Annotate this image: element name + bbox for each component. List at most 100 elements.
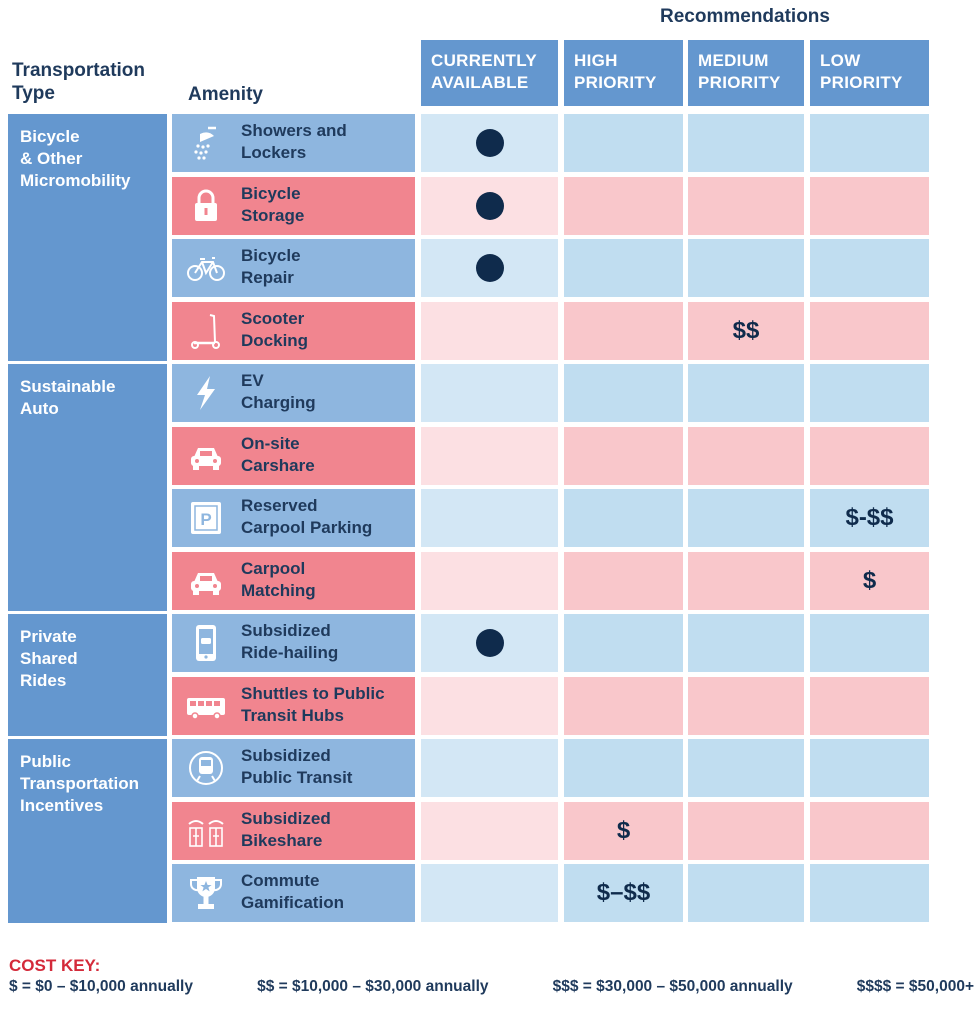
amenity-header: Amenity [188, 84, 263, 105]
high-priority-cell [564, 114, 683, 172]
high-priority-cell [564, 489, 683, 547]
medium-priority-cell [688, 552, 804, 610]
amenity-row: P Reserved Carpool Parking $-$$ [0, 489, 980, 547]
low-priority-cell [810, 864, 929, 922]
low-priority-cell [810, 302, 929, 360]
amenity-row: Carpool Matching $ [0, 552, 980, 610]
trophy-icon [186, 874, 226, 912]
medium-priority-cell [688, 239, 804, 297]
scooter-icon [186, 312, 226, 350]
available-dot [475, 629, 504, 657]
amenity-row: Shuttles to Public Transit Hubs [0, 677, 980, 735]
cost-key-item: $$$ = $30,000 – $50,000 annually [552, 978, 793, 995]
high-priority-cell [564, 739, 683, 797]
medium-priority-cell [688, 177, 804, 235]
amenity-label: Carpool Matching [241, 559, 316, 600]
amenity-cell: P Reserved Carpool Parking [172, 489, 415, 547]
amenity-label: Scooter Docking [241, 309, 309, 350]
medium-priority-cell [688, 739, 804, 797]
amenity-cell: Subsidized Public Transit [172, 739, 415, 797]
high-priority-header: HIGH PRIORITY [564, 40, 683, 106]
currently-available-cell [421, 552, 558, 610]
car-icon [186, 437, 226, 475]
available-dot [475, 129, 504, 157]
low-priority-cell [810, 614, 929, 672]
amenity-row: Showers and Lockers [0, 114, 980, 172]
amenity-row: Subsidized Bikeshare $ [0, 802, 980, 860]
cost-key-title: COST KEY: [9, 956, 101, 975]
medium-priority-cell [688, 427, 804, 485]
currently-available-cell [421, 177, 558, 235]
low-priority-cell: $ [810, 552, 929, 610]
medium-priority-cell: $$ [688, 302, 804, 360]
low-priority-cell: $-$$ [810, 489, 929, 547]
cost-key-item: $$$$ = $50,000+ [856, 978, 974, 995]
train-icon [186, 749, 226, 787]
bikeshare-icon [186, 812, 226, 850]
amenity-row: On-site Carshare [0, 427, 980, 485]
amenity-row: Commute Gamification $–$$ [0, 864, 980, 922]
currently-available-cell [421, 239, 558, 297]
cost-key-item: $ = $0 – $10,000 annually [9, 978, 193, 995]
amenity-cell: Subsidized Bikeshare [172, 802, 415, 860]
high-priority-cell [564, 364, 683, 422]
low-priority-cell [810, 677, 929, 735]
high-priority-cell: $ [564, 802, 683, 860]
bicycle-icon [186, 249, 226, 287]
amenity-cell: Bicycle Repair [172, 239, 415, 297]
amenity-row: Subsidized Public Transit [0, 739, 980, 797]
amenity-label: Reserved Carpool Parking [241, 496, 373, 537]
parking-icon: P [186, 499, 226, 537]
available-dot [475, 192, 504, 220]
currently-available-header: CURRENTLY AVAILABLE [421, 40, 558, 106]
amenity-label: Subsidized Public Transit [241, 746, 353, 787]
amenity-cell: On-site Carshare [172, 427, 415, 485]
high-priority-cell [564, 677, 683, 735]
currently-available-cell [421, 302, 558, 360]
low-priority-cell [810, 177, 929, 235]
currently-available-cell [421, 364, 558, 422]
low-priority-header: LOW PRIORITY [810, 40, 929, 106]
lock-icon [186, 187, 226, 225]
recommendations-title: Recommendations [660, 6, 830, 27]
amenity-row: Scooter Docking $$ [0, 302, 980, 360]
currently-available-cell [421, 864, 558, 922]
high-priority-cell [564, 177, 683, 235]
available-dot [475, 254, 504, 282]
cost-value: $ [862, 567, 877, 594]
cost-key: $ = $0 – $10,000 annually $$ = $10,000 –… [9, 978, 974, 996]
svg-text:P: P [200, 510, 211, 529]
amenity-cell: Subsidized Ride-hailing [172, 614, 415, 672]
amenity-cell: Bicycle Storage [172, 177, 415, 235]
amenity-cell: Carpool Matching [172, 552, 415, 610]
medium-priority-cell [688, 677, 804, 735]
currently-available-cell [421, 614, 558, 672]
type-public-transportation-incentives: Public Transportation Incentives [8, 739, 167, 923]
high-priority-cell [564, 302, 683, 360]
amenity-label: On-site Carshare [241, 434, 315, 475]
low-priority-cell [810, 739, 929, 797]
high-priority-cell [564, 239, 683, 297]
amenity-cell: Showers and Lockers [172, 114, 415, 172]
cost-key-item: $$ = $10,000 – $30,000 annually [257, 978, 489, 995]
medium-priority-cell [688, 114, 804, 172]
type-bicycle-micromobility: Bicycle & Other Micromobility [8, 114, 167, 361]
currently-available-cell [421, 427, 558, 485]
low-priority-cell [810, 114, 929, 172]
low-priority-cell [810, 427, 929, 485]
lightning-icon [186, 374, 226, 412]
amenity-label: Bicycle Storage [241, 184, 305, 225]
phone-car-icon [186, 624, 226, 662]
amenity-cell: EV Charging [172, 364, 415, 422]
high-priority-cell: $–$$ [564, 864, 683, 922]
medium-priority-cell [688, 489, 804, 547]
amenity-row: Subsidized Ride-hailing [0, 614, 980, 672]
cost-value: $-$$ [845, 504, 894, 531]
amenity-row: EV Charging [0, 364, 980, 422]
high-priority-cell [564, 552, 683, 610]
bus-icon [186, 687, 226, 725]
low-priority-cell [810, 239, 929, 297]
cost-value: $–$$ [596, 879, 651, 906]
car-icon [186, 562, 226, 600]
amenity-label: Shuttles to Public Transit Hubs [241, 684, 385, 725]
